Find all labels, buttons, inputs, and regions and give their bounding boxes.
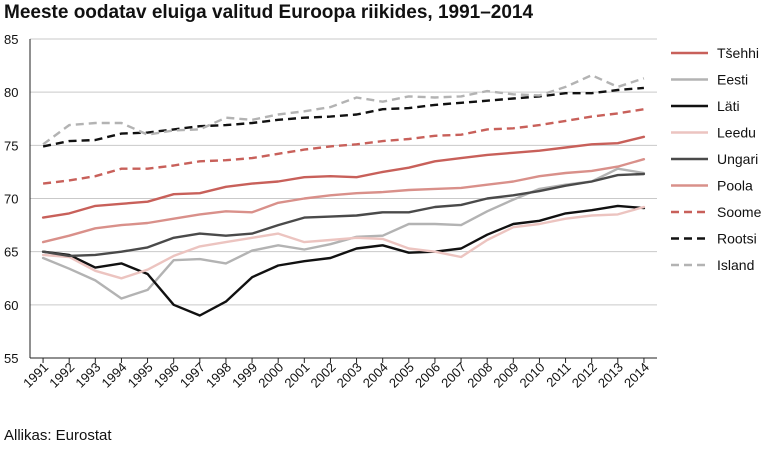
x-tick-label: 2003 [334, 360, 365, 391]
y-tick-label: 85 [4, 32, 18, 47]
series-line [41, 172, 646, 258]
x-tick-label: 2008 [464, 360, 495, 391]
x-tick-label: 2000 [255, 360, 286, 391]
legend-label: Ungari [717, 151, 758, 167]
y-tick-label: 70 [4, 192, 18, 207]
x-tick-label: 2002 [308, 360, 339, 391]
x-tick-label: 1993 [72, 360, 103, 391]
series-line [42, 73, 645, 146]
series-line [41, 167, 646, 300]
y-tick-label: 55 [4, 351, 18, 366]
series-lines [41, 73, 646, 317]
legend-label: Island [717, 257, 754, 273]
legend-label: Rootsi [717, 231, 757, 247]
x-tick-label: 2009 [490, 360, 521, 391]
x-tick-label: 1991 [20, 360, 51, 391]
x-tick-label: 2012 [569, 360, 600, 391]
x-tick-label: 1997 [177, 360, 208, 391]
legend: Tšehhi Eesti Läti Leedu Ungari Poola Soome Root… [671, 45, 762, 273]
axes [29, 39, 657, 363]
series-line [42, 86, 644, 148]
x-tick-label: 2011 [543, 360, 573, 390]
y-tick-label: 60 [4, 298, 18, 313]
legend-label: Soome [717, 204, 762, 220]
legend-label: Tšehhi [717, 45, 759, 61]
legend-label: Leedu [717, 125, 756, 141]
x-tick-label: 2004 [360, 360, 391, 391]
x-tick-label: 2014 [621, 360, 652, 391]
x-tick-label: 1999 [229, 360, 260, 391]
legend-label: Eesti [717, 72, 748, 88]
y-tick-labels: 55 60 65 70 75 80 85 [4, 32, 18, 366]
series-line [41, 205, 646, 280]
x-tick-labels: 1991199219931994199519961997199819992000… [20, 360, 652, 391]
chart-title: Meeste oodatav eluiga valitud Euroopa ri… [4, 2, 534, 23]
x-tick-label: 2001 [281, 360, 312, 391]
legend-label: Poola [717, 178, 753, 194]
x-tick-label: 1996 [151, 360, 182, 391]
series-line [41, 135, 646, 219]
x-tick-label: 2006 [412, 360, 443, 391]
source-note: Allikas: Eurostat [4, 427, 112, 444]
series-line [41, 157, 646, 244]
x-tick-label: 1998 [203, 360, 234, 391]
x-tick-label: 2010 [517, 360, 548, 391]
x-tick-label: 1992 [46, 360, 77, 391]
legend-label: Läti [717, 98, 740, 114]
series-line [42, 108, 645, 185]
x-tick-label: 2007 [438, 360, 469, 391]
y-tick-label: 65 [4, 245, 18, 260]
series-line [41, 204, 646, 317]
x-tick-label: 1994 [99, 360, 130, 391]
y-tick-label: 75 [4, 138, 18, 153]
x-tick-label: 2005 [386, 360, 417, 391]
x-tick-label: 2013 [595, 360, 626, 391]
x-tick-label: 1995 [125, 360, 156, 391]
y-tick-label: 80 [4, 85, 18, 100]
